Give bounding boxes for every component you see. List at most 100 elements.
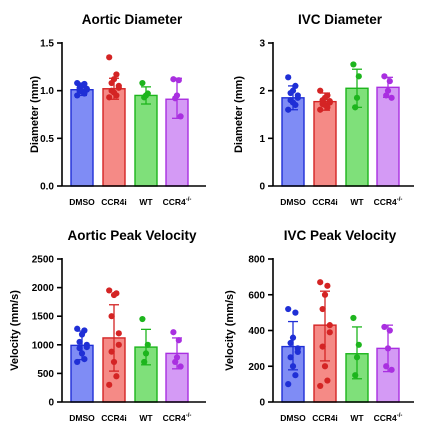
data-point: [76, 338, 83, 346]
bar-wt: [134, 94, 158, 187]
data-point: [353, 354, 361, 361]
y-axis-label: Diameter (mm): [233, 76, 245, 153]
y-tick-label: 400: [248, 326, 265, 337]
data-point: [287, 89, 294, 97]
x-tick-label: WT: [350, 197, 364, 207]
x-tick-label: CCR4-/-: [374, 413, 403, 423]
data-point: [78, 331, 86, 338]
data-point: [352, 104, 359, 111]
data-point: [383, 92, 390, 99]
data-point: [317, 279, 324, 286]
chart-panel-2: IVC Diameter Diameter (mm) 0 1 2 3 DMSO CCR4i WT…: [233, 12, 414, 207]
y-tick-label: 200: [248, 362, 265, 373]
data-point: [144, 341, 151, 348]
data-point: [384, 87, 392, 94]
data-point: [287, 354, 294, 361]
y-tick-label: 3: [259, 39, 265, 50]
data-point: [292, 82, 299, 89]
data-point: [115, 330, 122, 337]
data-point: [321, 291, 329, 298]
data-point: [324, 104, 331, 111]
data-point: [289, 334, 297, 341]
data-point: [321, 363, 329, 370]
chart-title: Aortic Diameter: [82, 12, 183, 27]
data-point: [76, 345, 83, 352]
data-point: [110, 358, 118, 366]
y-tick-label: 0: [48, 398, 54, 409]
y-tick-label: 800: [248, 255, 265, 266]
y-axis-label: Velocity (mm/s): [9, 290, 21, 371]
data-point: [326, 329, 333, 336]
data-point: [83, 343, 90, 351]
bar-ccr4i: [313, 100, 337, 187]
data-point: [317, 382, 324, 390]
data-point: [139, 315, 146, 323]
data-point: [172, 358, 179, 366]
y-tick-label: 0.5: [40, 134, 54, 145]
data-point: [319, 343, 326, 350]
bar-ccr4i: [102, 88, 126, 187]
x-tick-label: CCR4-/-: [163, 413, 192, 423]
data-point: [326, 99, 333, 106]
data-point: [383, 363, 390, 370]
y-tick-label: 1.0: [40, 86, 54, 97]
chart-panel-4: IVC Peak Velocity Velocity (mm/s) 0 200 400 6…: [224, 228, 414, 423]
data-point: [285, 381, 292, 388]
data-point: [386, 78, 393, 85]
data-point: [172, 95, 179, 102]
data-point: [113, 373, 120, 380]
data-point: [108, 348, 115, 355]
data-point: [108, 79, 115, 87]
data-point: [106, 287, 113, 294]
x-tick-label: CCR4-/-: [163, 197, 192, 207]
chart-panel-1: Aortic Diameter Diameter (mm) 0.0 0.5 1.0 1.5…: [29, 12, 206, 207]
x-tick-label: DMSO: [69, 413, 95, 423]
data-point: [319, 305, 326, 313]
data-point: [170, 76, 177, 83]
y-tick-label: 1: [259, 134, 265, 145]
y-tick-label: 2000: [32, 283, 55, 294]
data-point: [74, 79, 81, 87]
x-tick-label: CCR4i: [101, 413, 127, 423]
data-point: [141, 358, 148, 366]
data-point: [350, 61, 357, 68]
y-tick-label: 0: [259, 182, 265, 193]
data-point: [386, 327, 393, 334]
bar-ccr4: [376, 86, 400, 187]
data-point: [106, 94, 113, 101]
x-tick-label: WT: [139, 413, 153, 423]
data-point: [81, 90, 88, 97]
chart-panel-3: Aortic Peak Velocity Velocity (mm/s) 0 500 1…: [9, 228, 206, 423]
data-point: [74, 92, 81, 99]
x-tick-label: CCR4-/-: [374, 197, 403, 207]
data-point: [74, 358, 81, 366]
x-tick-label: DMSO: [280, 197, 306, 207]
y-tick-label: 0: [259, 398, 265, 409]
data-point: [352, 372, 359, 379]
data-point: [175, 337, 182, 344]
bar-dmso: [281, 97, 305, 187]
y-axis-label: Diameter (mm): [29, 76, 41, 153]
data-point: [287, 339, 294, 347]
data-point: [113, 71, 120, 78]
data-point: [381, 73, 388, 80]
data-point: [170, 329, 177, 336]
data-point: [285, 74, 292, 81]
data-point: [110, 291, 118, 299]
x-tick-label: CCR4i: [101, 197, 127, 207]
data-point: [324, 377, 331, 384]
data-point: [74, 325, 81, 332]
chart-title: Aortic Peak Velocity: [67, 228, 197, 243]
data-point: [324, 282, 331, 289]
y-tick-label: 2: [259, 86, 265, 97]
y-tick-label: 1.5: [40, 39, 54, 50]
x-tick-label: WT: [350, 413, 364, 423]
data-point: [317, 87, 324, 94]
data-point: [113, 92, 120, 99]
data-point: [355, 73, 362, 80]
data-point: [317, 106, 324, 113]
y-axis-label: Velocity (mm/s): [224, 290, 236, 371]
data-point: [106, 381, 113, 388]
